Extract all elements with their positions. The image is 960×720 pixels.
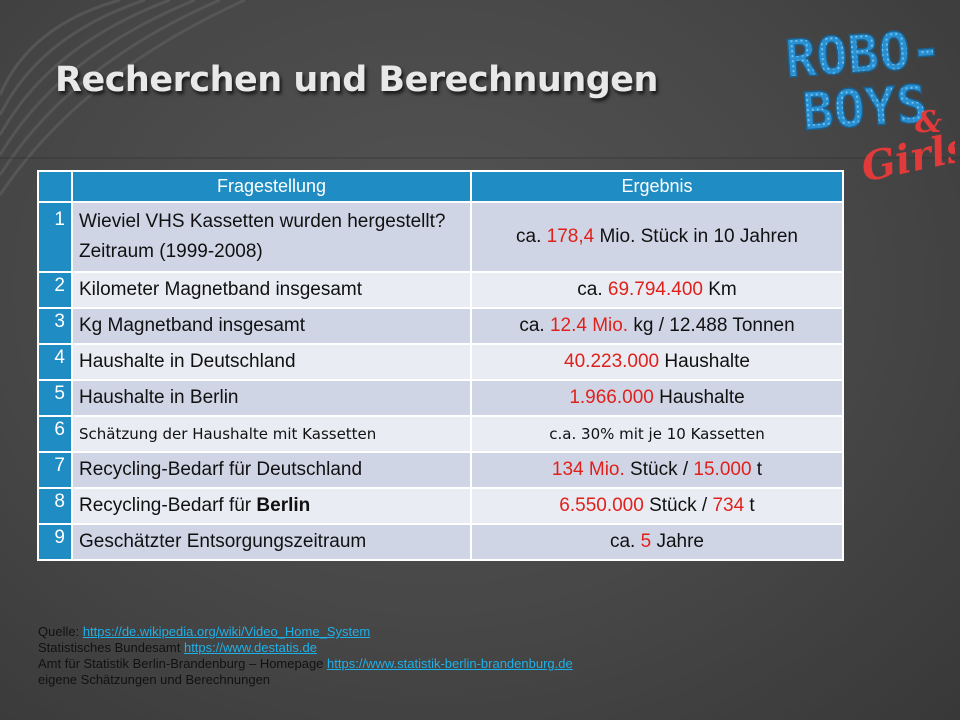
destatis-link[interactable]: https://www.destatis.de xyxy=(183,640,317,655)
statistik-bb-link[interactable]: https://www.statistik-berlin-brandenburg… xyxy=(327,656,573,671)
table-row: 2 Kilometer Magnetband insgesamt ca. 69.79… xyxy=(37,271,844,309)
result-text: t xyxy=(744,495,755,516)
header-question: Fragestellung xyxy=(71,170,472,203)
header-num xyxy=(37,170,73,203)
result-text: Km xyxy=(702,279,737,300)
table-row: 6 Schätzung der Haushalte mit Kassetten c.… xyxy=(37,415,844,453)
row-number: 1 xyxy=(37,201,73,273)
result-value: 1.966.000 xyxy=(569,387,654,408)
result-cell: 40.223.000 Haushalte xyxy=(470,343,844,381)
logo-ampersand: & xyxy=(915,105,942,140)
result-text: t xyxy=(751,459,763,480)
logo-line2: BOYS xyxy=(800,74,929,143)
source-label-3: Amt für Statistik Berlin-Brandenburg – H… xyxy=(38,656,328,671)
result-value: 15.000 xyxy=(693,459,752,480)
result-text: Haushalte xyxy=(659,351,750,372)
result-text: ca. xyxy=(609,531,641,552)
source-label-2: Statistisches Bundesamt xyxy=(38,640,184,655)
result-cell: 1.966.000 Haushalte xyxy=(470,379,844,417)
header-result: Ergebnis xyxy=(470,170,844,203)
result-text: ca. xyxy=(516,226,547,247)
table-row: 8 Recycling-Bedarf für Berlin 6.550.000 St… xyxy=(37,487,844,525)
result-value: 134 Mio. xyxy=(551,459,625,480)
result-value: 69.794.400 xyxy=(607,279,703,300)
row-number: 7 xyxy=(37,451,73,489)
result-text: kg / 12.488 Tonnen xyxy=(628,315,795,336)
result-value: 178,4 xyxy=(546,226,595,247)
table-row: 4 Haushalte in Deutschland 40.223.000 Haus… xyxy=(37,343,844,381)
row-number: 3 xyxy=(37,307,73,345)
result-text: ca. xyxy=(577,279,608,300)
row-number: 2 xyxy=(37,271,73,309)
question-cell: Geschätzter Entsorgungszeitraum xyxy=(71,523,472,561)
result-cell: ca. 178,4 Mio. Stück in 10 Jahren xyxy=(470,201,844,273)
result-cell: c.a. 30% mit je 10 Kassetten xyxy=(470,415,844,453)
question-cell: Haushalte in Berlin xyxy=(71,379,472,417)
question-cell: Recycling-Bedarf für Deutschland xyxy=(71,451,472,489)
row-number: 4 xyxy=(37,343,73,381)
logo-line1: ROBO- xyxy=(783,19,943,90)
results-table: Fragestellung Ergebnis 1 Wieviel VHS Kass… xyxy=(37,170,844,561)
result-cell: 6.550.000 Stück / 734 t xyxy=(470,487,844,525)
result-text: c.a. 30% mit je 10 Kassetten xyxy=(549,425,765,443)
slide-title: Recherchen und Berechnungen xyxy=(55,60,658,100)
result-text: Haushalte xyxy=(653,387,745,408)
result-cell: 134 Mio. Stück / 15.000 t xyxy=(470,451,844,489)
row-number: 8 xyxy=(37,487,73,525)
wikipedia-link[interactable]: https://de.wikipedia.org/wiki/Video_Home… xyxy=(82,624,371,639)
table-row: 3 Kg Magnetband insgesamt ca. 12.4 Mio. kg… xyxy=(37,307,844,345)
result-text: Mio. Stück in 10 Jahren xyxy=(594,226,798,247)
source-label-1: Quelle: xyxy=(38,624,83,639)
result-text: Stück / xyxy=(643,495,713,516)
table-row: 9 Geschätzter Entsorgungszeitraum ca. 5 Ja… xyxy=(37,523,844,561)
result-value: 12.4 Mio. xyxy=(549,315,629,336)
table-row: 7 Recycling-Bedarf für Deutschland 134 Mio… xyxy=(37,451,844,489)
row-number: 6 xyxy=(37,415,73,453)
row-number: 9 xyxy=(37,523,73,561)
question-cell: Schätzung der Haushalte mit Kassetten xyxy=(71,415,472,453)
robo-boys-girls-logo: ROBO- BOYS & Girls xyxy=(782,19,955,184)
table-row: 1 Wieviel VHS Kassetten wurden hergestell… xyxy=(37,201,844,273)
question-cell: Haushalte in Deutschland xyxy=(71,343,472,381)
result-value: 734 xyxy=(712,495,745,516)
source-label-4: eigene Schätzungen und Berechnungen xyxy=(38,672,271,687)
question-cell: Recycling-Bedarf für Berlin xyxy=(71,487,472,525)
question-part: Berlin xyxy=(256,495,311,516)
row-number: 5 xyxy=(37,379,73,417)
sources-footer: Quelle: https://de.wikipedia.org/wiki/Vi… xyxy=(38,624,573,688)
question-cell: Kg Magnetband insgesamt xyxy=(71,307,472,345)
result-cell: ca. 12.4 Mio. kg / 12.488 Tonnen xyxy=(470,307,844,345)
question-cell: Wieviel VHS Kassetten wurden hergestellt… xyxy=(71,201,472,273)
result-text: Stück / xyxy=(624,459,694,480)
table-header-row: Fragestellung Ergebnis xyxy=(37,170,844,203)
result-value: 40.223.000 xyxy=(564,351,660,372)
table-row: 5 Haushalte in Berlin 1.966.000 Haushalte xyxy=(37,379,844,417)
result-text: ca. xyxy=(519,315,550,336)
result-value: 5 xyxy=(640,531,652,552)
result-cell: ca. 5 Jahre xyxy=(470,523,844,561)
question-part: Recycling-Bedarf für xyxy=(79,495,257,516)
question-cell: Kilometer Magnetband insgesamt xyxy=(71,271,472,309)
result-text: Jahre xyxy=(651,531,704,552)
result-value: 6.550.000 xyxy=(559,495,644,516)
result-cell: ca. 69.794.400 Km xyxy=(470,271,844,309)
